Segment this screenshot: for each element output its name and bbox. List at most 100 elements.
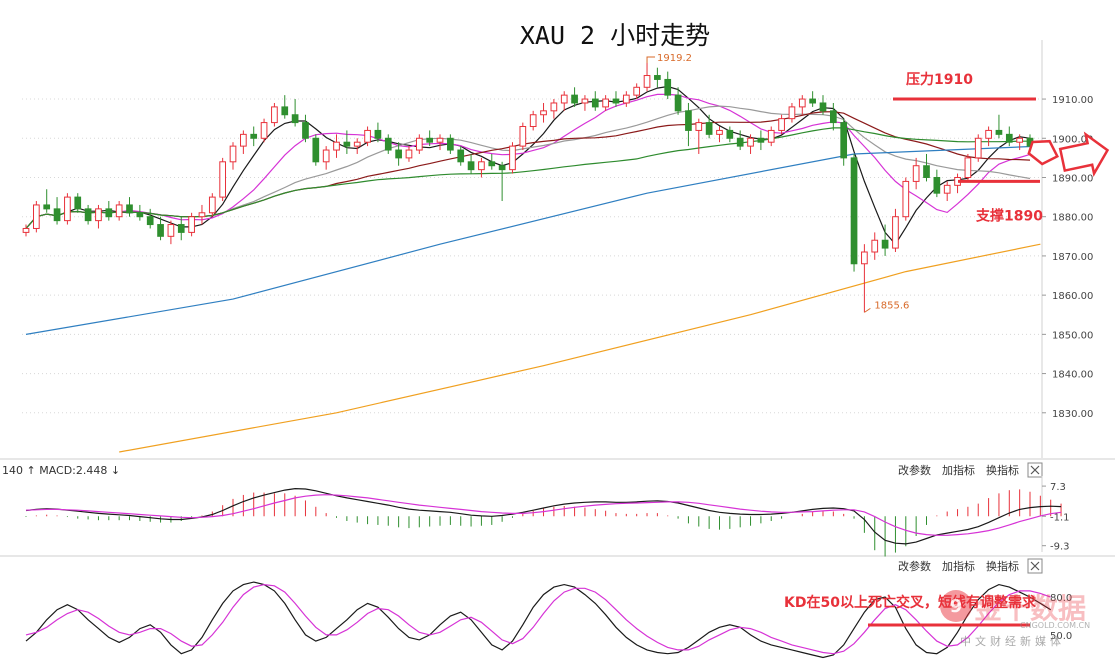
candle-body: [43, 204, 51, 210]
watermark: 9 金十数据 CNGOLD.COM.CN 中文财经新媒体: [940, 590, 1090, 648]
candle-body: [633, 86, 641, 96]
candle-body: [654, 75, 661, 80]
candle-body: [840, 122, 848, 159]
candle-body: [74, 196, 82, 210]
candle-body: [985, 129, 992, 139]
price-annotations: 1919.2 1855.6 压力1910 支撑1890: [646, 53, 1043, 313]
candle-body: [426, 137, 434, 143]
y-tick-label: 1840.00: [1052, 370, 1093, 381]
candle-body: [384, 137, 392, 151]
y-tick-label: 1900.00: [1052, 134, 1093, 145]
kd-close-icon[interactable]: [1027, 558, 1043, 574]
low-marker: [864, 307, 871, 313]
candle-body: [819, 102, 827, 112]
candle-body: [540, 110, 547, 116]
kd-panel-buttons: 改参数 加指标 换指标: [898, 559, 1019, 573]
macd-panel-buttons: 改参数 加指标 换指标: [898, 463, 1019, 477]
candle-body: [177, 224, 185, 233]
candle-body: [208, 196, 216, 214]
ma-line-1: [25, 93, 1031, 229]
candle-body: [716, 129, 723, 135]
candle-body: [126, 204, 133, 214]
candle-body: [333, 141, 340, 151]
watermark-brand: 金十数据: [973, 592, 1086, 625]
candle-body: [747, 137, 754, 147]
candle-body: [95, 208, 102, 222]
candle-body: [964, 157, 972, 178]
macd-label: 140 ↑ MACD:2.448 ↓: [2, 464, 120, 477]
candle-body: [322, 149, 330, 163]
kd-d-line: [25, 583, 1051, 655]
candle-body: [736, 137, 744, 147]
candle-body: [281, 106, 289, 116]
candle-body: [364, 129, 371, 143]
candle-body: [64, 196, 71, 222]
candle-body: [405, 149, 413, 159]
candle-body: [871, 239, 879, 253]
candle-body: [395, 149, 402, 159]
panel-button-2[interactable]: 换指标: [986, 559, 1019, 573]
macd-close-icon[interactable]: [1027, 462, 1043, 478]
chart-title: XAU 2 小时走势: [520, 21, 710, 50]
candle-body: [478, 161, 485, 171]
candle-body: [146, 216, 154, 226]
resistance-label: 压力1910: [906, 71, 973, 88]
candle-body: [664, 78, 672, 96]
panel-button-1[interactable]: 加指标: [942, 463, 975, 477]
moving-average-lines: [25, 85, 1041, 453]
candle-body: [809, 98, 816, 104]
candle-body: [622, 94, 630, 104]
candle-body: [643, 75, 651, 88]
candle-body: [571, 94, 578, 104]
y-tick-label: 1830.00: [1052, 409, 1093, 420]
panel-button-1[interactable]: 加指标: [942, 559, 975, 573]
candle-body: [974, 137, 982, 159]
kd-panel: 改参数 加指标 换指标 80.0 50.0 KD在50以上死亡交叉，短线有调整需求: [25, 558, 1072, 659]
panel-button-0[interactable]: 改参数: [898, 463, 931, 477]
candle-body: [902, 180, 910, 218]
candle-body: [415, 137, 423, 151]
macd-axis-ticks: 7.3 -1.1 -9.3: [1042, 482, 1070, 553]
right-arrow-icon: [1027, 131, 1110, 177]
candle-body: [229, 145, 237, 163]
panel-button-0[interactable]: 改参数: [898, 559, 931, 573]
candle-body: [84, 208, 92, 222]
candle-body: [933, 176, 941, 194]
macd-tick-label: -9.3: [1050, 542, 1070, 553]
candle-body: [581, 98, 589, 104]
y-tick-label: 1860.00: [1052, 291, 1093, 302]
high-label: 1919.2: [657, 53, 692, 64]
candle-body: [250, 133, 258, 139]
candle-body: [136, 212, 144, 218]
candle-body: [995, 129, 1003, 135]
kd-note: KD在50以上死亡交叉，短线有调整需求: [784, 594, 1037, 611]
candle-body: [829, 110, 837, 124]
ma-line-6: [119, 243, 1041, 453]
candlesticks: [22, 62, 1034, 313]
candle-body: [198, 212, 206, 218]
y-tick-label: 1870.00: [1052, 252, 1093, 263]
high-marker: [646, 56, 656, 63]
candle-body: [240, 133, 247, 147]
ma-line-2: [25, 105, 1031, 229]
candle-body: [353, 141, 361, 147]
candle-body: [726, 129, 734, 139]
candle-body: [757, 137, 765, 143]
y-tick-label: 1850.00: [1052, 330, 1093, 341]
candle-body: [695, 122, 703, 131]
kd-k-line: [25, 581, 1052, 659]
candle-body: [343, 141, 351, 147]
candle-body: [705, 122, 713, 135]
candle-body: [291, 114, 299, 124]
candle-body: [529, 114, 537, 128]
candle-body: [115, 204, 123, 218]
y-tick-label: 1910.00: [1052, 95, 1093, 106]
candle-body: [881, 239, 889, 249]
kd-axis-ticks: 80.0 50.0: [1050, 593, 1072, 642]
macd-tick-label: -1.1: [1050, 512, 1070, 523]
candle-body: [467, 161, 475, 171]
support-label: 支撑1890: [975, 207, 1043, 224]
panel-button-2[interactable]: 换指标: [986, 463, 1019, 477]
candle-body: [260, 122, 268, 139]
watermark-tagline: 中文财经新媒体: [960, 634, 1065, 648]
